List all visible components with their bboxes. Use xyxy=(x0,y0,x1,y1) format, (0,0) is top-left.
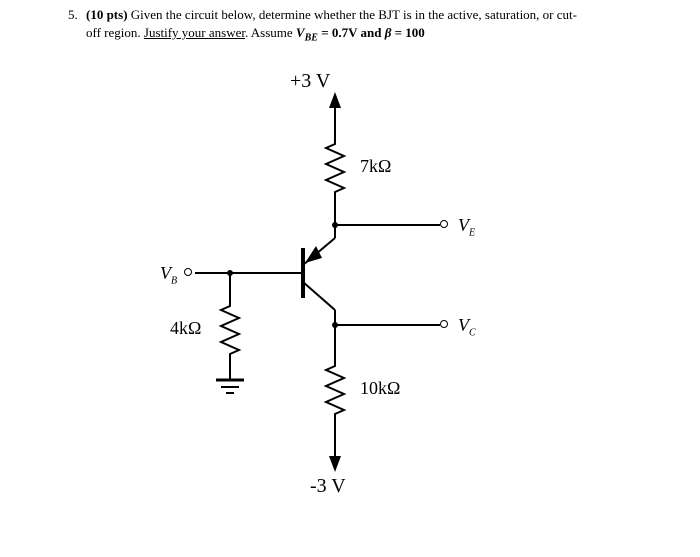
ve-sub: E xyxy=(469,228,475,239)
r-collector-label: 10kΩ xyxy=(360,378,400,399)
ve-v: V xyxy=(458,215,469,235)
ve-label: VE xyxy=(458,215,475,239)
r-base-label: 4kΩ xyxy=(170,318,201,339)
junction-ve xyxy=(332,222,338,228)
vc-label: VC xyxy=(458,315,476,339)
assume: . Assume xyxy=(245,25,296,40)
eq2: = 100 xyxy=(391,25,424,40)
vc-v: V xyxy=(458,315,469,335)
circuit-diagram: +3 V -3 V 7kΩ 10kΩ 4kΩ VB VE VC xyxy=(0,60,700,540)
bottom-voltage-label: -3 V xyxy=(310,475,346,498)
vb-sub: B xyxy=(171,276,177,287)
vbe-sub: BE xyxy=(305,33,318,44)
points: (10 pts) xyxy=(86,7,128,22)
vc-sub: C xyxy=(469,328,476,339)
vbe-var: V xyxy=(296,25,305,40)
vb-label: VB xyxy=(160,263,177,287)
circuit-svg xyxy=(0,60,700,540)
junction-vb xyxy=(227,270,233,276)
q-line1: Given the circuit below, determine wheth… xyxy=(131,7,577,22)
question-number: 5. xyxy=(68,6,78,24)
justify: Justify your answer xyxy=(144,25,245,40)
r-emitter-label: 7kΩ xyxy=(360,156,391,177)
node-vb xyxy=(184,268,192,276)
vb-v: V xyxy=(160,263,171,283)
top-voltage-label: +3 V xyxy=(290,70,330,93)
eq1: = 0.7V and xyxy=(318,25,385,40)
question-text: 5. (10 pts) Given the circuit below, det… xyxy=(86,6,680,46)
node-vc xyxy=(440,320,448,328)
q-line2a: off region. xyxy=(86,25,144,40)
junction-vc xyxy=(332,322,338,328)
node-ve xyxy=(440,220,448,228)
